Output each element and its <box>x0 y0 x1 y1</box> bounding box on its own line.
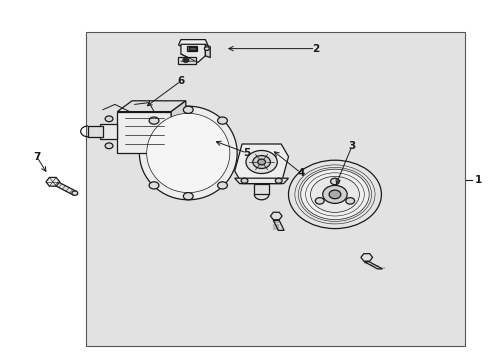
Polygon shape <box>234 144 288 184</box>
Circle shape <box>345 198 354 204</box>
Circle shape <box>217 117 227 124</box>
Circle shape <box>310 176 359 212</box>
Polygon shape <box>234 178 288 184</box>
Ellipse shape <box>139 106 237 200</box>
Circle shape <box>315 198 324 204</box>
Text: 7: 7 <box>33 152 41 162</box>
Circle shape <box>149 117 159 124</box>
Circle shape <box>184 59 187 61</box>
Circle shape <box>183 106 193 113</box>
Circle shape <box>149 182 159 189</box>
Polygon shape <box>88 126 102 137</box>
Polygon shape <box>177 57 195 64</box>
Polygon shape <box>171 101 185 153</box>
Circle shape <box>183 193 193 200</box>
Circle shape <box>204 47 209 50</box>
Polygon shape <box>117 112 171 153</box>
Polygon shape <box>187 46 197 51</box>
Circle shape <box>275 178 282 183</box>
Polygon shape <box>181 44 205 62</box>
Bar <box>85 32 464 346</box>
Text: 1: 1 <box>474 175 481 185</box>
Polygon shape <box>254 184 268 194</box>
Circle shape <box>300 169 368 220</box>
Polygon shape <box>273 220 284 230</box>
Circle shape <box>72 191 78 195</box>
Polygon shape <box>270 212 282 220</box>
Polygon shape <box>364 262 382 269</box>
Circle shape <box>257 159 265 165</box>
Polygon shape <box>51 180 76 195</box>
Text: 3: 3 <box>348 141 355 151</box>
Ellipse shape <box>146 113 229 193</box>
Text: 6: 6 <box>177 76 184 86</box>
Circle shape <box>288 160 381 229</box>
Circle shape <box>183 58 188 62</box>
Text: 5: 5 <box>243 148 250 158</box>
Text: 4: 4 <box>296 168 304 178</box>
Polygon shape <box>360 254 372 261</box>
Circle shape <box>328 190 340 199</box>
Polygon shape <box>100 124 117 139</box>
Circle shape <box>322 185 346 203</box>
Polygon shape <box>205 44 210 58</box>
Circle shape <box>252 156 270 168</box>
Circle shape <box>241 178 247 183</box>
Polygon shape <box>117 101 185 112</box>
Polygon shape <box>178 40 207 50</box>
Circle shape <box>105 116 113 122</box>
Text: 2: 2 <box>311 44 318 54</box>
Circle shape <box>217 182 227 189</box>
Polygon shape <box>188 47 195 50</box>
Circle shape <box>330 178 339 185</box>
Polygon shape <box>46 177 60 186</box>
Circle shape <box>245 150 277 174</box>
Circle shape <box>105 143 113 149</box>
